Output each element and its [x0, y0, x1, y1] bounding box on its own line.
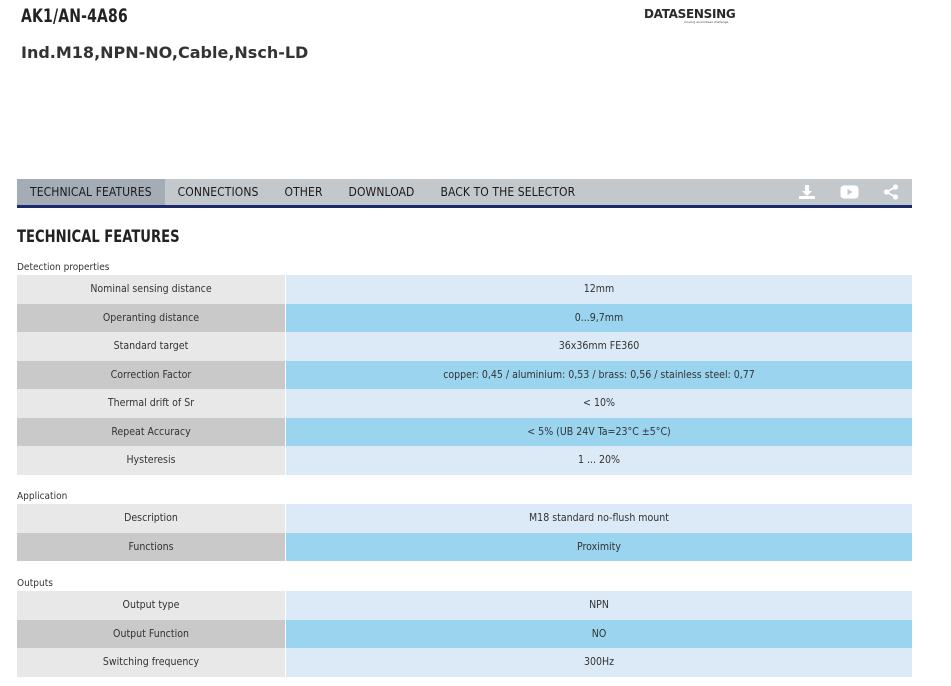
tab-download[interactable]: DOWNLOAD — [348, 185, 415, 199]
table-row: Standard target 36x36mm FE360 — [17, 332, 912, 361]
row-key: Functions — [17, 532, 286, 561]
row-value: 36x36mm FE360 — [286, 332, 912, 361]
row-value: NPN — [286, 591, 912, 620]
tab-icon-group — [786, 179, 912, 205]
row-value: 0...9,7mm — [286, 303, 912, 332]
row-key: Nominal sensing distance — [17, 275, 286, 304]
tab-bar: TECHNICAL FEATURES CONNECTIONS OTHER DOW… — [17, 179, 912, 208]
tab-connections[interactable]: CONNECTIONS — [177, 185, 259, 199]
product-description: Ind.M18,NPN-NO,Cable,Nsch-LD — [21, 43, 309, 62]
row-key: Description — [17, 504, 286, 533]
row-value: copper: 0,45 / aluminium: 0,53 / brass: … — [286, 360, 912, 389]
row-value: 1 ... 20% — [286, 446, 912, 475]
table-row: Operanting distance 0...9,7mm — [17, 303, 912, 332]
row-value: < 5% (UB 24V Ta=23°C ±5°C) — [286, 417, 912, 446]
row-value: NO — [286, 619, 912, 648]
group-detection-properties: Detection properties Nominal sensing dis… — [17, 261, 912, 475]
table-row: Functions Proximity — [17, 532, 912, 561]
product-code: AK1/AN-4A86 — [21, 5, 128, 27]
table-row: Nominal sensing distance 12mm — [17, 275, 912, 304]
row-value: 12mm — [286, 275, 912, 304]
row-key: Output type — [17, 591, 286, 620]
table-row: Hysteresis 1 ... 20% — [17, 446, 912, 475]
tab-technical-features[interactable]: TECHNICAL FEATURES — [17, 179, 165, 205]
table-row: Correction Factor copper: 0,45 / alumini… — [17, 360, 912, 389]
group-outputs: Outputs Output type NPN Output Function … — [17, 577, 912, 677]
table-row: Switching frequency 300Hz — [17, 648, 912, 677]
table-row: Output type NPN — [17, 591, 912, 620]
group-label: Detection properties — [17, 262, 110, 273]
row-value: Proximity — [286, 532, 912, 561]
youtube-icon[interactable] — [828, 179, 870, 205]
row-key: Correction Factor — [17, 360, 286, 389]
row-value: 300Hz — [286, 648, 912, 677]
row-value: < 10% — [286, 389, 912, 418]
tab-back-to-selector[interactable]: BACK TO THE SELECTOR — [440, 185, 576, 199]
table-row: Description M18 standard no-flush mount — [17, 504, 912, 533]
logo-text: DATASENSING — [644, 7, 735, 21]
group-label: Outputs — [17, 578, 53, 589]
group-label: Application — [17, 491, 68, 502]
row-key: Output Function — [17, 619, 286, 648]
brand-logo[interactable]: DATASENSING moving as limitless challeng… — [644, 6, 736, 26]
table-row: Thermal drift of Sr < 10% — [17, 389, 912, 418]
row-key: Repeat Accuracy — [17, 417, 286, 446]
download-icon[interactable] — [786, 179, 828, 205]
section-title: TECHNICAL FEATURES — [17, 227, 180, 247]
row-key: Standard target — [17, 332, 286, 361]
logo-tagline: moving as limitless challenge — [684, 20, 729, 24]
table-row: Repeat Accuracy < 5% (UB 24V Ta=23°C ±5°… — [17, 417, 912, 446]
row-key: Hysteresis — [17, 446, 286, 475]
share-icon[interactable] — [870, 179, 912, 205]
table-row: Output Function NO — [17, 619, 912, 648]
row-key: Thermal drift of Sr — [17, 389, 286, 418]
tab-other[interactable]: OTHER — [284, 185, 323, 199]
row-key: Switching frequency — [17, 648, 286, 677]
row-value: M18 standard no-flush mount — [286, 504, 912, 533]
row-key: Operanting distance — [17, 303, 286, 332]
group-application: Application Description M18 standard no-… — [17, 490, 912, 561]
